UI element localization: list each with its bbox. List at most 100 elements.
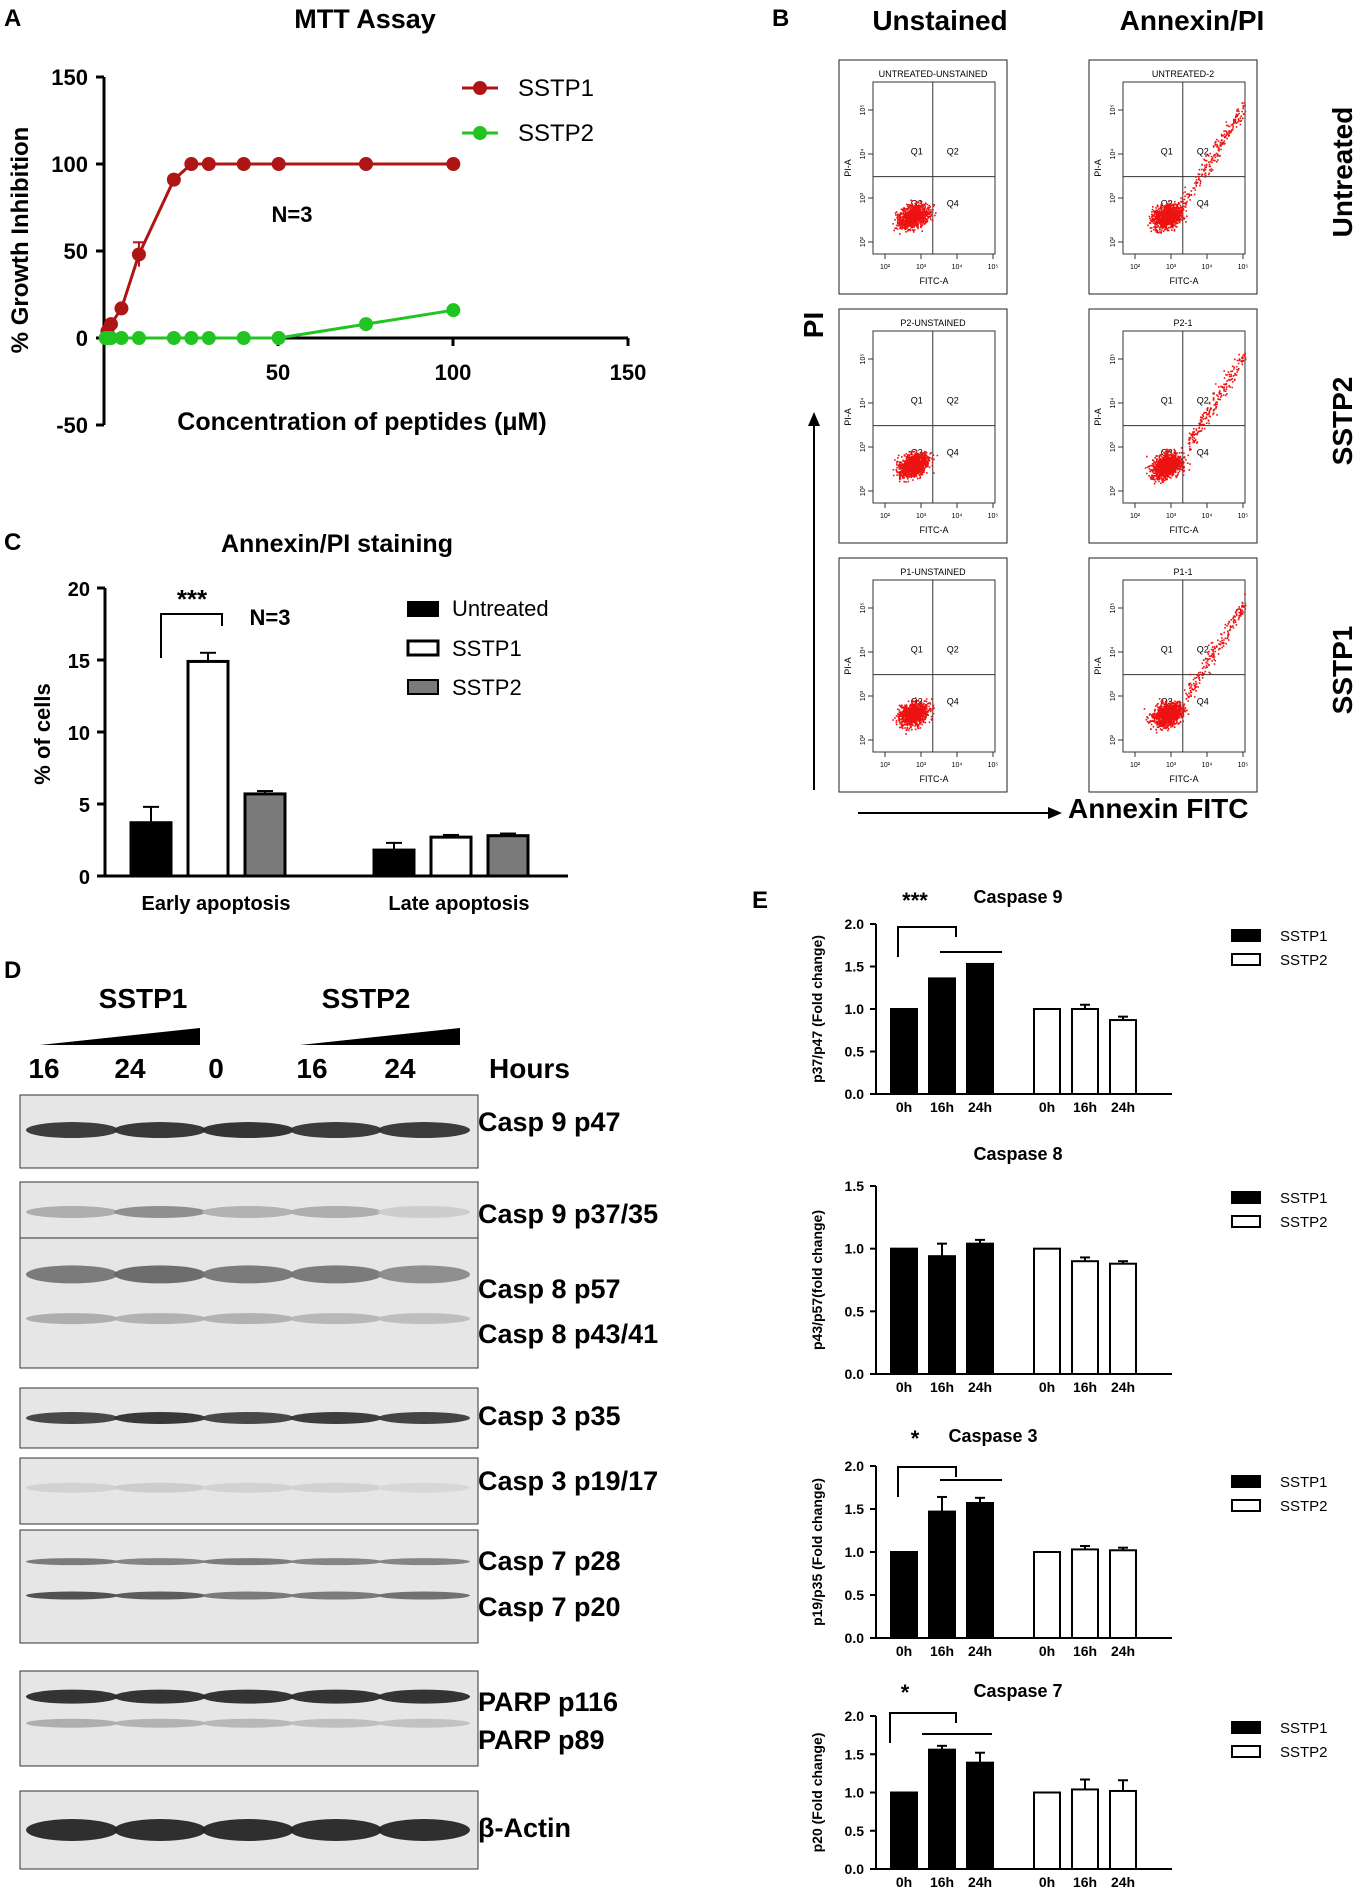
mtt-data-point: [271, 157, 286, 171]
blot-band: [26, 1591, 118, 1600]
blot-membrane: [19, 1237, 479, 1369]
flow-y-tick-label: 10²: [1110, 734, 1117, 745]
quadrant-label-q1: Q1: [1161, 645, 1173, 655]
caspase-chart: Caspase 8 p43/p57(fold change) 1.5 1.0 0.5 0.…: [809, 1144, 1328, 1395]
lane-label: 16: [28, 1053, 59, 1084]
blot-band: [202, 1412, 294, 1424]
caspase-chart-title: Caspase 9: [973, 887, 1062, 907]
flow-y-tick-label: 10⁴: [1110, 398, 1117, 409]
caspase-chart: Caspase 9 p37/p47 (Fold change) 2.0 1.5 1.0 0…: [809, 887, 1328, 1115]
caspase-ytick-label: 2.0: [845, 1458, 865, 1474]
flow-x-axis-label: FITC-A: [920, 774, 949, 784]
legend-swatch-sstp2: [1231, 953, 1261, 966]
flow-col-header-unstained: Unstained: [872, 5, 1007, 36]
annexin-ylabel: % of cells: [30, 683, 55, 784]
legend-label-sstp2: SSTP2: [1280, 952, 1328, 969]
caspase-sig-stars: *: [901, 1680, 910, 1705]
panel-letter-c: C: [4, 529, 21, 556]
caspase-category-label: 0h: [896, 1099, 912, 1115]
mtt-data-point: [271, 331, 286, 345]
flow-scatter-events: [892, 697, 935, 735]
caspase-ytick-label: 1.0: [845, 1241, 865, 1257]
blot-band: [378, 1482, 470, 1493]
flow-row-label-sstp1: SSTP1: [1327, 626, 1355, 715]
legend-label-sstp1: SSTP1: [452, 636, 522, 661]
panel-letter-a: A: [4, 5, 21, 32]
pi-arrowhead: [808, 412, 820, 426]
mtt-data-point: [359, 317, 373, 332]
flow-y-axis-label: PI-A: [1093, 408, 1103, 426]
mtt-n-annotation: N=3: [272, 202, 313, 227]
flow-plot-title: P2-1: [1173, 318, 1192, 328]
flow-plot-title: UNTREATED-2: [1152, 69, 1214, 79]
quadrant-label-q4: Q4: [947, 199, 959, 209]
blot-band: [26, 1122, 118, 1139]
sstp1-time-wedge: [40, 1028, 200, 1045]
mtt-ytick: 0: [76, 326, 88, 351]
flow-y-tick-label: 10⁵: [1110, 105, 1117, 116]
legend-label-sstp2: SSTP2: [1280, 1498, 1328, 1515]
legend-swatch-untreated: [407, 601, 439, 617]
annexin-chart-title: Annexin/PI staining: [221, 530, 453, 558]
mtt-legend: SSTP1 SSTP2: [462, 75, 594, 147]
flow-x-tick-label: 10²: [1130, 264, 1141, 271]
panel-b: B Unstained Annexin/PI Untreated SSTP2 S…: [772, 5, 1355, 824]
panel-d: D SSTP1 SSTP2 16 24 0 16 24 Hours Casp 9…: [4, 957, 658, 1870]
flow-y-tick-label: 10²: [860, 236, 867, 247]
legend-swatch-sstp1: [1231, 929, 1261, 942]
caspase-ytick-label: 2.0: [845, 1708, 865, 1724]
blot-strip: β-Actin: [19, 1790, 571, 1870]
blot-band: [26, 1313, 118, 1325]
blot-band: [202, 1591, 294, 1600]
legend-swatch-sstp2: [407, 679, 439, 695]
legend-marker-sstp2: [473, 126, 487, 140]
flow-scatter-events: [1143, 593, 1247, 734]
lane-label: 24: [384, 1053, 416, 1084]
flow-y-tick-label: 10²: [1110, 485, 1117, 496]
caspase-bar: [1109, 1789, 1137, 1870]
flow-x-tick-label: 10⁵: [1238, 513, 1249, 520]
blot-band: [378, 1206, 470, 1218]
caspase-bar: [890, 1008, 918, 1095]
flow-y-axis-label: PI-A: [843, 408, 853, 426]
flow-y-axis-label: PI-A: [1093, 159, 1103, 177]
caspase-category-label: 16h: [930, 1874, 954, 1887]
blot-band: [202, 1482, 294, 1493]
caspase-ytick-label: 1.5: [845, 1178, 865, 1194]
mtt-yticks: 150 100 50 0 -50: [51, 65, 104, 438]
flow-x-tick-label: 10³: [1166, 264, 1177, 271]
blot-band: [290, 1265, 382, 1284]
caspase-bar: [1033, 1247, 1061, 1375]
caspase-bar: [1071, 1008, 1099, 1095]
mtt-data-point: [184, 157, 199, 171]
flow-plot-title: UNTREATED-UNSTAINED: [879, 69, 988, 79]
flow-scatter-events: [1144, 352, 1247, 485]
blot-band-label: Casp 3 p35: [478, 1401, 621, 1431]
annexin-bar: [129, 821, 173, 878]
flow-x-axis-label: FITC-A: [1170, 525, 1199, 535]
caspase-category-label: 24h: [968, 1379, 992, 1395]
quadrant-label-q1: Q1: [911, 396, 923, 406]
mtt-data-point: [131, 331, 146, 345]
caspase-ytick-label: 1.0: [845, 1785, 865, 1801]
flow-plot: UNTREATED-UNSTAINED Q1 Q2 Q3 Q4 FITC-A PI-A 10²…: [838, 59, 1008, 295]
caspase-sig-bracket: [897, 926, 957, 957]
panel-e: E Caspase 9 p37/p47 (Fold change) 2.0 1.5 1.…: [752, 887, 1328, 1887]
caspase-category-label: 0h: [1039, 1099, 1055, 1115]
flow-x-tick-label: 10³: [916, 264, 927, 271]
caspase-ytick-label: 0.0: [845, 1861, 865, 1877]
flow-y-tick-label: 10²: [860, 734, 867, 745]
caspase-bar: [966, 962, 994, 1096]
annexin-ytick: 10: [68, 723, 90, 745]
blot-band: [26, 1482, 118, 1493]
caspase-bar: [966, 1761, 994, 1871]
mtt-plot-area: [98, 157, 461, 345]
quadrant-label-q2: Q2: [1197, 147, 1209, 157]
blot-strip: PARP p116 PARP p89: [19, 1670, 618, 1767]
blot-band: [378, 1313, 470, 1325]
blot-band: [290, 1206, 382, 1218]
blot-band-label: Casp 8 p43/41: [478, 1319, 658, 1349]
flow-plot: P1-UNSTAINED Q1 Q2 Q3 Q4 FITC-A PI-A 10² 10² 10³ 1…: [838, 557, 1008, 793]
caspase-chart: Caspase 3 p19/p35 (Fold change) 2.0 1.5 1.0 0…: [809, 1426, 1328, 1659]
lane-label: 24: [114, 1053, 146, 1084]
